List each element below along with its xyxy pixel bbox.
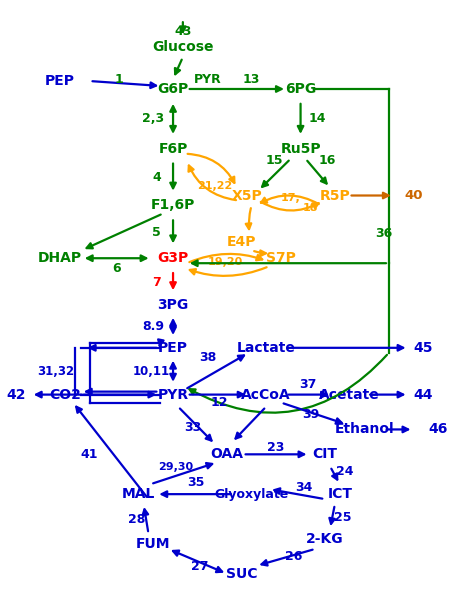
Text: 7: 7 (152, 276, 161, 289)
Text: 5: 5 (152, 226, 161, 239)
Text: AcCoA: AcCoA (241, 387, 291, 402)
Text: Acetate: Acetate (319, 387, 380, 402)
Text: Ethanol: Ethanol (334, 422, 394, 437)
Text: 35: 35 (187, 476, 204, 489)
Text: PEP: PEP (45, 74, 75, 88)
Text: 18: 18 (303, 203, 318, 214)
Text: 37: 37 (299, 378, 316, 391)
Text: 16: 16 (318, 154, 336, 167)
Text: 31,32: 31,32 (37, 365, 74, 378)
Text: 45: 45 (414, 341, 433, 355)
Text: X5P: X5P (231, 188, 262, 203)
Text: DHAP: DHAP (38, 251, 82, 265)
Text: 39: 39 (302, 408, 319, 421)
Text: MAL: MAL (122, 487, 155, 501)
Text: Lactate: Lactate (237, 341, 296, 355)
Text: 3PG: 3PG (158, 298, 189, 312)
Text: 41: 41 (81, 448, 99, 461)
Text: CO2: CO2 (49, 387, 81, 402)
Text: 14: 14 (309, 112, 326, 125)
Text: PYR: PYR (194, 72, 221, 85)
Text: 6: 6 (112, 262, 121, 274)
Text: 24: 24 (336, 465, 353, 478)
Text: 6PG: 6PG (285, 82, 316, 96)
Text: G3P: G3P (158, 251, 189, 265)
Text: ICT: ICT (327, 487, 352, 501)
Text: R5P: R5P (320, 188, 350, 203)
Text: 33: 33 (184, 421, 201, 434)
Text: 46: 46 (428, 422, 448, 437)
Text: 34: 34 (295, 481, 312, 494)
Text: G6P: G6P (158, 82, 189, 96)
Text: Ru5P: Ru5P (280, 142, 321, 156)
Text: 2,3: 2,3 (142, 112, 165, 125)
Text: Glyoxylate: Glyoxylate (214, 488, 288, 500)
Text: F6P: F6P (158, 142, 188, 156)
Text: 8.9: 8.9 (143, 321, 164, 333)
Text: SUC: SUC (226, 567, 257, 581)
Text: 2-KG: 2-KG (306, 532, 344, 546)
Text: 43: 43 (174, 25, 192, 37)
Text: 21,22: 21,22 (198, 181, 233, 190)
Text: 1: 1 (115, 72, 123, 85)
Text: 25: 25 (334, 511, 351, 524)
Text: CIT: CIT (313, 448, 338, 461)
Text: 17,: 17, (281, 193, 301, 203)
Text: 28: 28 (128, 513, 145, 526)
Text: 27: 27 (191, 561, 208, 573)
Text: 38: 38 (199, 351, 216, 364)
Text: 26: 26 (285, 550, 302, 564)
Text: 44: 44 (414, 387, 433, 402)
Text: F1,6P: F1,6P (151, 198, 195, 212)
Text: 29,30: 29,30 (158, 462, 194, 472)
Text: PYR: PYR (158, 387, 189, 402)
Text: 42: 42 (6, 387, 26, 402)
Text: 19,20: 19,20 (207, 257, 243, 267)
Text: 10,11: 10,11 (133, 365, 170, 378)
Text: 15: 15 (266, 154, 283, 167)
Text: 12: 12 (211, 396, 228, 409)
Text: E4P: E4P (227, 235, 256, 249)
Text: S7P: S7P (266, 251, 296, 265)
Text: 13: 13 (243, 72, 260, 85)
Text: Glucose: Glucose (152, 40, 214, 54)
Text: PEP: PEP (158, 341, 188, 355)
Text: 23: 23 (267, 441, 285, 454)
Text: OAA: OAA (211, 448, 243, 461)
Text: 40: 40 (404, 189, 423, 202)
Text: FUM: FUM (136, 537, 171, 551)
Text: 36: 36 (375, 227, 392, 240)
Text: 4: 4 (152, 171, 161, 184)
